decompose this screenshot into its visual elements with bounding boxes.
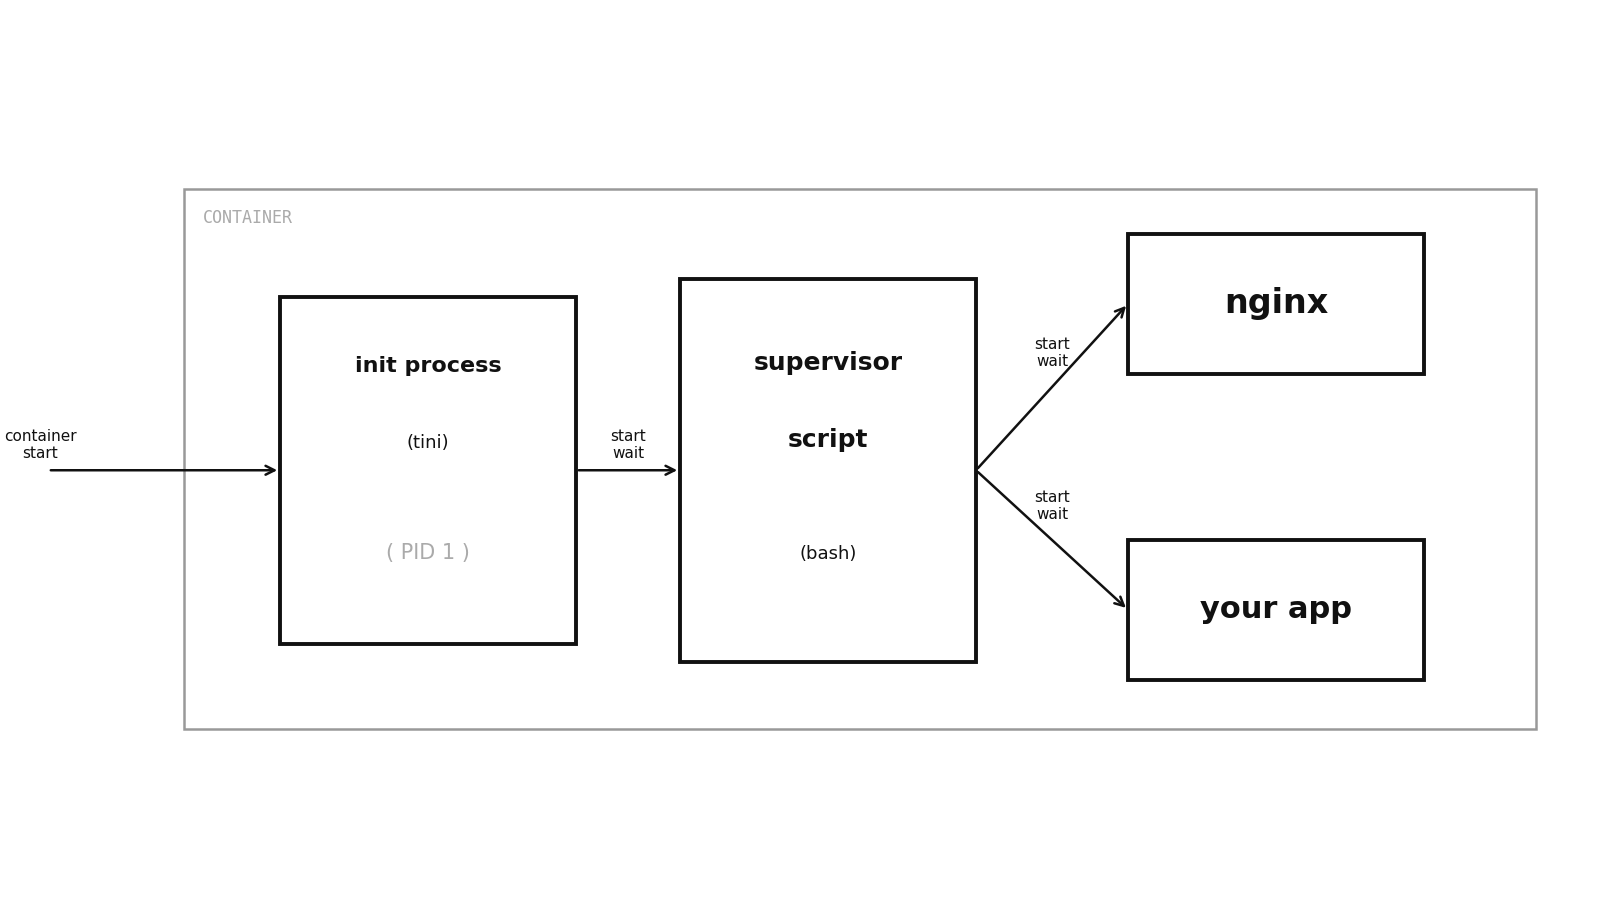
Text: start
wait: start wait xyxy=(1034,337,1070,369)
Text: CONTAINER: CONTAINER xyxy=(203,209,293,227)
Text: start
wait: start wait xyxy=(1034,490,1070,522)
Text: (tini): (tini) xyxy=(406,434,450,452)
Text: init process: init process xyxy=(355,356,501,376)
Text: supervisor: supervisor xyxy=(754,351,902,375)
Text: start
wait: start wait xyxy=(610,429,646,461)
FancyBboxPatch shape xyxy=(680,279,976,662)
FancyBboxPatch shape xyxy=(1128,234,1424,374)
Text: script: script xyxy=(787,428,869,452)
FancyBboxPatch shape xyxy=(1128,540,1424,680)
Text: container
start: container start xyxy=(3,429,77,461)
Text: nginx: nginx xyxy=(1224,287,1328,320)
FancyBboxPatch shape xyxy=(280,297,576,644)
Text: (bash): (bash) xyxy=(800,545,856,563)
Text: your app: your app xyxy=(1200,595,1352,625)
Text: ( PID 1 ): ( PID 1 ) xyxy=(386,544,470,563)
FancyBboxPatch shape xyxy=(184,189,1536,729)
